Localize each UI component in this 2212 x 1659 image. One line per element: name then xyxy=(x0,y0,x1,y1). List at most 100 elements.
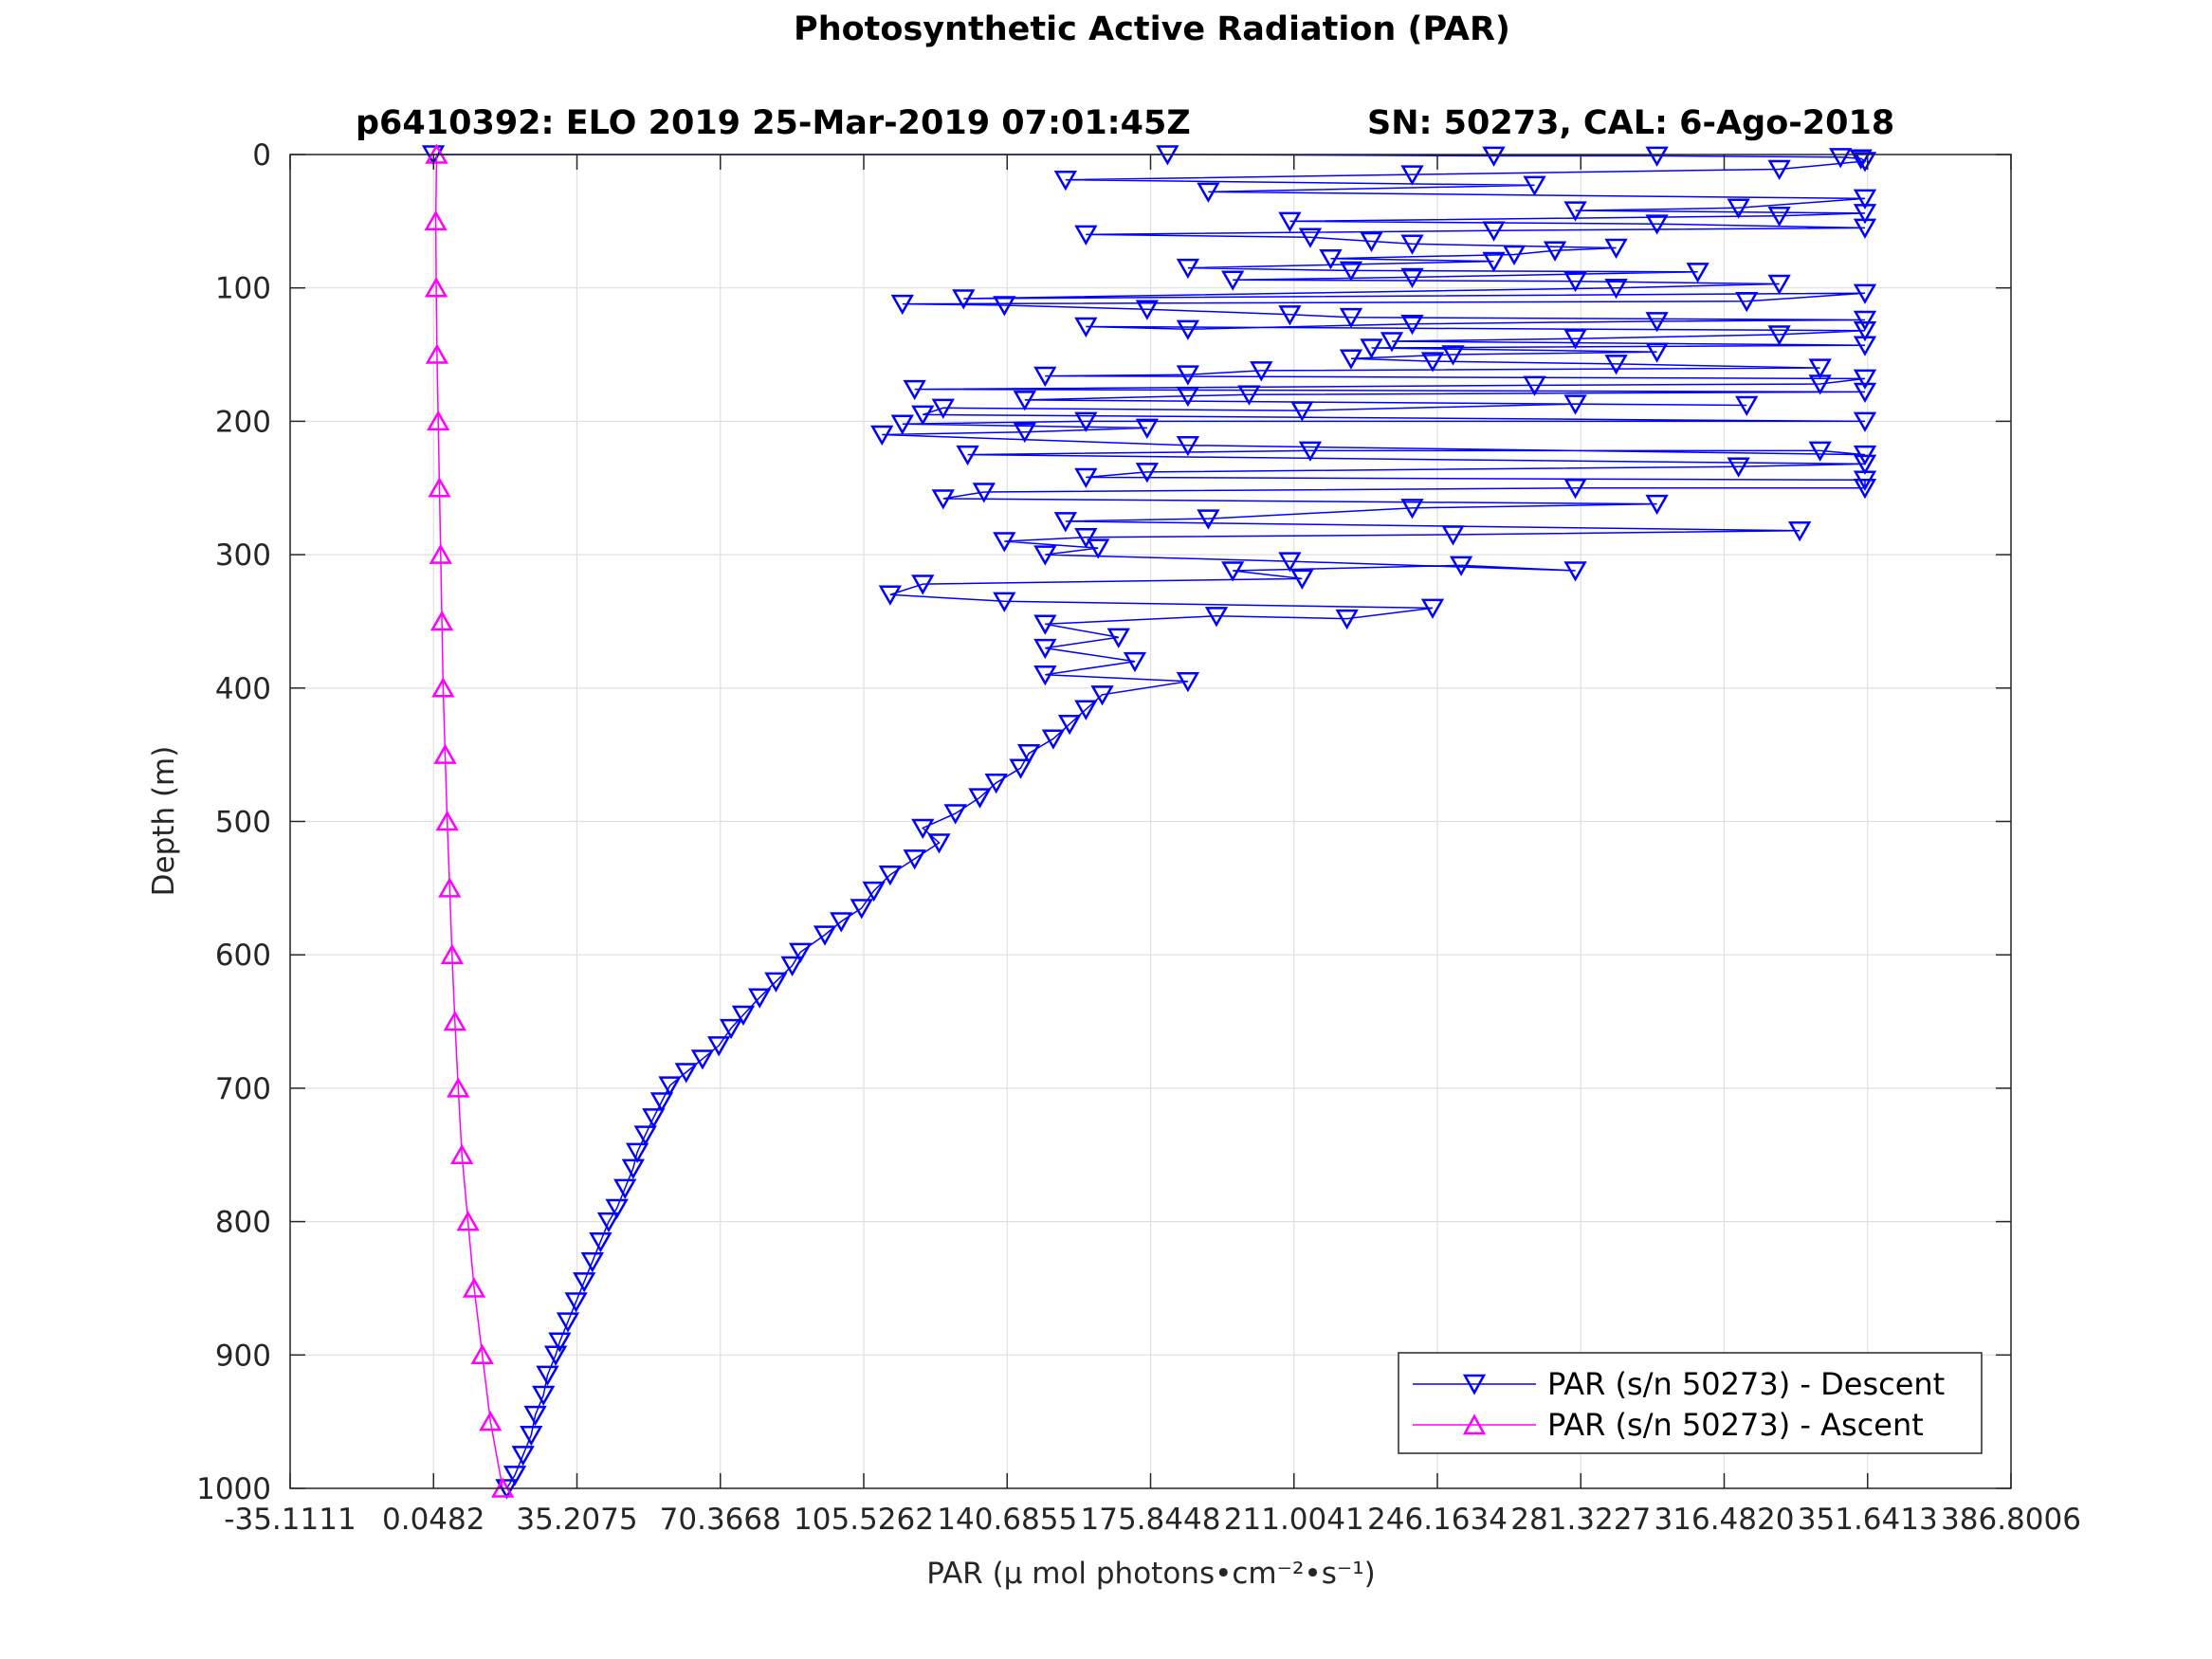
data-point-marker xyxy=(870,425,894,446)
data-point-marker xyxy=(878,585,903,606)
data-point-marker xyxy=(430,610,454,631)
data-point-marker xyxy=(1853,411,1877,432)
y-axis-label: Depth (m) xyxy=(147,746,181,897)
data-point-marker xyxy=(927,833,951,854)
y-tick-label: 400 xyxy=(215,672,271,706)
data-point-marker xyxy=(1767,206,1791,228)
data-point-marker xyxy=(433,743,457,764)
data-point-marker xyxy=(707,1036,731,1057)
data-point-marker xyxy=(830,912,853,933)
data-point-marker xyxy=(1013,422,1036,444)
data-point-marker xyxy=(1339,349,1363,370)
data-point-marker xyxy=(450,1143,474,1164)
series-descent xyxy=(421,145,1877,1500)
data-point-marker xyxy=(1604,278,1628,300)
data-point-marker xyxy=(447,1077,470,1098)
data-point-marker xyxy=(1727,457,1750,478)
data-point-marker xyxy=(1735,395,1759,417)
data-point-marker xyxy=(1278,552,1302,573)
data-point-marker xyxy=(931,398,955,419)
data-point-marker xyxy=(1604,238,1628,260)
data-point-marker xyxy=(1033,665,1057,686)
y-tick-label: 700 xyxy=(215,1072,271,1106)
data-point-marker xyxy=(878,866,903,886)
x-tick-label: 281.3227 xyxy=(1510,1503,1651,1537)
legend: PAR (s/n 50273) - Descent PAR (s/n 50273… xyxy=(1398,1352,1983,1454)
data-point-marker xyxy=(813,925,837,946)
data-point-marker xyxy=(1853,454,1877,475)
x-tick-label: 70.3668 xyxy=(660,1503,781,1537)
data-point-marker xyxy=(1727,198,1750,219)
data-point-marker xyxy=(943,804,967,825)
data-point-marker xyxy=(1013,391,1036,411)
data-point-marker xyxy=(1197,509,1220,530)
data-point-marker xyxy=(993,296,1016,317)
data-point-marker xyxy=(1057,715,1082,736)
data-point-marker xyxy=(1074,467,1098,489)
data-point-marker xyxy=(903,379,926,401)
data-point-marker xyxy=(1563,394,1587,415)
x-axis-label: PAR (μ mol photons•cm⁻²•s⁻¹) xyxy=(926,1557,1375,1591)
data-point-marker xyxy=(424,277,448,298)
legend-ascent-label: PAR (s/n 50273) - Ascent xyxy=(1547,1407,1924,1443)
data-point-marker xyxy=(1853,479,1877,500)
y-tick-label: 300 xyxy=(215,538,271,573)
data-point-marker xyxy=(1176,672,1200,693)
data-point-marker xyxy=(589,1231,612,1253)
data-point-marker xyxy=(1033,366,1057,388)
data-point-marker xyxy=(1645,312,1669,333)
x-tick-label: 316.4820 xyxy=(1654,1503,1795,1537)
legend-descent-label: PAR (s/n 50273) - Descent xyxy=(1547,1366,1945,1402)
data-point-marker xyxy=(548,1332,572,1353)
data-point-marker xyxy=(1074,225,1098,246)
data-point-marker xyxy=(429,543,452,564)
data-point-marker xyxy=(1400,314,1424,336)
data-point-marker xyxy=(1380,332,1404,353)
data-point-marker xyxy=(1016,743,1041,765)
x-axis-ticks: -35.1111 0.0482 35.2075 70.3668 105.5262 140.… xyxy=(224,155,2081,1537)
data-point-marker xyxy=(1221,270,1245,291)
data-point-marker xyxy=(649,1092,674,1113)
data-point-marker xyxy=(1176,258,1200,280)
data-point-marker xyxy=(1339,307,1363,329)
data-point-marker xyxy=(1087,538,1110,559)
y-axis-ticks: 0 100 200 300 400 500 600 700 800 900 1000 xyxy=(196,138,2011,1506)
data-point-marker xyxy=(993,592,1016,612)
y-tick-label: 200 xyxy=(215,405,271,439)
data-point-marker xyxy=(1250,361,1273,382)
data-point-marker xyxy=(428,477,451,498)
x-tick-label: 211.0041 xyxy=(1224,1503,1364,1537)
data-point-marker xyxy=(1523,375,1546,396)
data-point-marker xyxy=(1197,182,1220,203)
legend-descent-marker xyxy=(1462,1374,1487,1395)
data-point-marker xyxy=(1176,435,1200,457)
data-point-marker xyxy=(862,881,886,902)
y-tick-label: 600 xyxy=(215,939,271,973)
data-point-marker xyxy=(1441,525,1465,546)
data-point-marker xyxy=(780,956,804,976)
data-point-marker xyxy=(503,1466,527,1486)
data-point-marker xyxy=(1033,638,1057,660)
data-point-marker xyxy=(1033,614,1057,635)
data-point-marker xyxy=(1319,248,1343,270)
data-point-marker xyxy=(1221,561,1245,582)
data-point-marker xyxy=(1074,317,1098,338)
data-point-marker xyxy=(1767,274,1791,295)
data-point-marker xyxy=(764,972,788,993)
data-point-marker xyxy=(580,1252,604,1273)
data-point-marker xyxy=(1735,292,1759,313)
data-point-marker xyxy=(424,210,448,231)
data-point-marker xyxy=(532,1385,556,1407)
data-point-marker xyxy=(1788,521,1812,542)
data-point-marker xyxy=(1298,228,1323,248)
data-point-marker xyxy=(952,289,976,310)
y-tick-label: 100 xyxy=(215,272,271,306)
data-point-marker xyxy=(470,1343,494,1365)
x-tick-label: 105.5262 xyxy=(794,1503,934,1537)
data-point-marker xyxy=(972,483,996,503)
data-point-marker xyxy=(1176,319,1200,340)
data-point-marker xyxy=(1123,651,1147,673)
data-point-marker xyxy=(1053,170,1077,191)
series-line xyxy=(433,154,1868,1489)
